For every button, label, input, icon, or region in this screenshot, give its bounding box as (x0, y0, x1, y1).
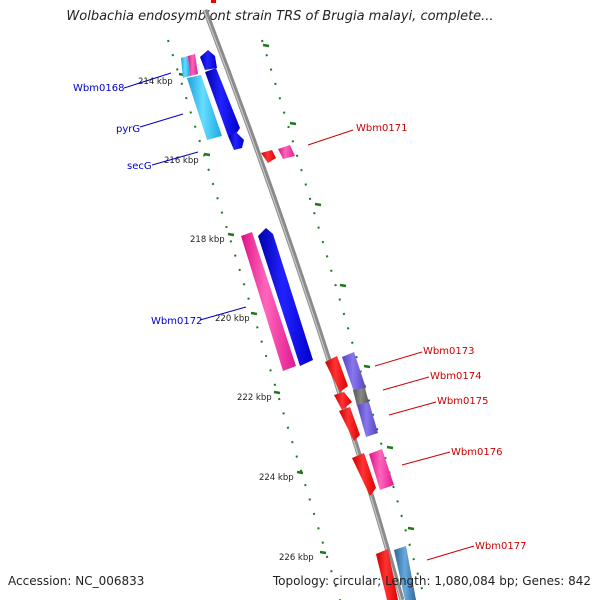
gene-wbm0176-red[interactable] (352, 453, 376, 496)
gene-label-wbm0168[interactable]: Wbm0168 (73, 83, 124, 94)
gene-wbm0173-red[interactable] (325, 356, 348, 392)
gene-wbm0177-steel[interactable] (394, 546, 416, 600)
map-title: Wolbachia endosymbiont strain TRS of Bru… (66, 9, 494, 24)
ruler-tick-label: 226 kbp (279, 553, 314, 563)
ruler-tick-label: 220 kbp (215, 314, 250, 324)
ruler-tick-label: 216 kbp (164, 156, 199, 166)
ruler-tick-label: 218 kbp (190, 235, 225, 245)
genome-backbone (202, 9, 405, 600)
genome-backbone-highlight (203, 9, 402, 600)
ruler-tick-label: 222 kbp (237, 393, 272, 403)
gene-wbm0175-purple[interactable] (357, 402, 378, 437)
gene-label-pyrg[interactable]: pyrG (116, 124, 140, 135)
gene-wbm0168-pink[interactable] (188, 54, 198, 76)
gene-wbm0173-purple[interactable] (342, 352, 366, 392)
gene-blue-wbm0172-pair[interactable] (258, 228, 313, 366)
gene-label-wbm0174[interactable]: Wbm0174 (430, 371, 481, 382)
ruler-major-ticks (178, 43, 415, 555)
gene-blue-long[interactable] (205, 68, 240, 136)
ruler-tick-label: 224 kbp (259, 473, 294, 483)
gene-wbm0168-small[interactable] (181, 56, 190, 78)
ruler-tick-label: 214 kbp (138, 77, 173, 87)
top-edge-mark (211, 0, 216, 3)
gene-wbm0174-red[interactable] (334, 392, 352, 410)
gene-wbm0172[interactable] (241, 232, 296, 371)
gene-label-wbm0172[interactable]: Wbm0172 (151, 316, 202, 327)
gene-secg[interactable] (228, 132, 244, 150)
gene-label-wbm0177[interactable]: Wbm0177 (475, 541, 526, 552)
forward-genes (181, 50, 313, 371)
forward-label-lines (123, 72, 247, 321)
accession-label: Accession: NC_006833 (8, 574, 145, 588)
gene-label-wbm0173[interactable]: Wbm0173 (423, 346, 474, 357)
gene-wbm0174-gray[interactable] (353, 388, 369, 406)
gene-wbm0177-red[interactable] (376, 549, 398, 600)
gene-label-wbm0175[interactable]: Wbm0175 (437, 396, 488, 407)
gene-wbm0171-pink[interactable] (278, 145, 295, 159)
gene-label-wbm0171[interactable]: Wbm0171 (356, 123, 407, 134)
gene-wbm0176-pink[interactable] (369, 449, 394, 490)
reverse-label-lines (307, 129, 475, 561)
gene-pyrg[interactable] (187, 75, 222, 140)
gene-label-wbm0176[interactable]: Wbm0176 (451, 447, 502, 458)
gene-blue-top[interactable] (200, 50, 217, 70)
genome-summary: Topology: circular; Length: 1,080,084 bp… (272, 574, 591, 588)
gene-label-secg[interactable]: secG (127, 161, 152, 172)
gene-wbm0171-red[interactable] (261, 150, 276, 163)
reverse-genes (261, 145, 416, 600)
gene-wbm0175-red[interactable] (339, 407, 360, 441)
